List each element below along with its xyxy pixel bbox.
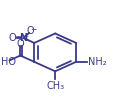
Text: +: + <box>24 34 29 39</box>
Text: O: O <box>9 33 16 43</box>
Text: NH₂: NH₂ <box>88 57 106 67</box>
Text: HO: HO <box>1 57 16 67</box>
Text: −: − <box>30 26 36 35</box>
Text: N: N <box>19 33 28 43</box>
Text: O: O <box>27 26 34 36</box>
Text: O: O <box>17 39 24 49</box>
Text: CH₃: CH₃ <box>46 81 64 91</box>
